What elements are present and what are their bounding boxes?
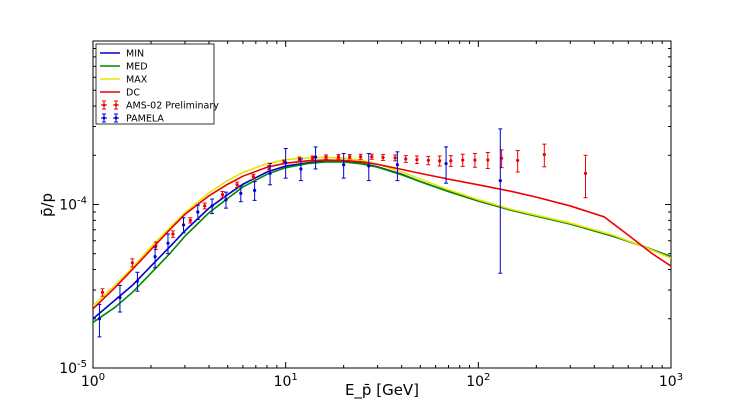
data-point-ams-02-preliminary	[437, 155, 442, 167]
data-point-pamela	[366, 153, 371, 182]
legend-frame	[95, 43, 215, 125]
x-tick-label: 102	[466, 372, 490, 390]
data-point-ams-02-preliminary	[188, 217, 193, 224]
data-point-pamela	[313, 146, 318, 170]
svg-text:MIN: MIN	[126, 49, 144, 60]
data-point-pamela	[252, 181, 257, 201]
data-point-pamela	[195, 204, 200, 220]
x-tick-label: 100	[81, 372, 105, 390]
data-point-ams-02-preliminary	[485, 151, 490, 170]
data-point-pamela	[135, 271, 140, 292]
y-tick-label: 10-5	[59, 359, 87, 377]
data-point-pamela	[223, 191, 228, 209]
legend-item-max: MAX	[100, 75, 148, 86]
data-point-pamela	[283, 148, 288, 179]
data-point-pamela	[181, 217, 186, 234]
svg-text:DC: DC	[126, 88, 140, 99]
x-axis-label: E_p̄ [GeV]	[345, 381, 419, 400]
x-tick-label: 101	[274, 372, 298, 390]
series-layer	[93, 156, 671, 324]
data-point-ams-02-preliminary	[220, 191, 225, 199]
data-point-ams-02-preliminary	[515, 149, 520, 173]
data-point-ams-02-preliminary	[324, 154, 329, 160]
data-point-ams-02-preliminary	[336, 154, 341, 160]
svg-text:PAMELA: PAMELA	[126, 114, 164, 125]
legend-item-ams-02-preliminary: AMS-02 Preliminary	[101, 100, 219, 112]
svg-text:AMS-02 Preliminary: AMS-02 Preliminary	[126, 101, 219, 112]
axis-ticks	[92, 41, 671, 369]
data-point-pamela	[117, 284, 122, 313]
legend: MIN MED MAX DC AMS-02 Preliminary PAMELA	[95, 43, 219, 125]
data-point-ams-02-preliminary	[403, 155, 408, 163]
data-point-ams-02-preliminary	[235, 181, 240, 189]
svg-text:MAX: MAX	[126, 75, 148, 86]
data-point-ams-02-preliminary	[448, 155, 453, 167]
data-point-pamela	[298, 158, 303, 182]
legend-item-dc: DC	[100, 88, 140, 99]
series-line-max	[93, 156, 671, 307]
data-point-pamela	[238, 185, 243, 203]
data-point-ams-02-preliminary	[393, 154, 398, 162]
data-point-ams-02-preliminary	[369, 153, 374, 160]
data-point-ams-02-preliminary	[347, 154, 352, 160]
data-point-pamela	[444, 146, 449, 184]
legend-item-med: MED	[100, 62, 148, 73]
data-point-ams-02-preliminary	[358, 153, 363, 160]
data-point-ams-02-preliminary	[380, 154, 385, 161]
data-point-pamela	[395, 151, 400, 182]
data-point-pamela	[165, 233, 170, 255]
errorbar-layer	[97, 128, 588, 338]
data-point-ams-02-preliminary	[202, 202, 207, 210]
data-point-pamela	[341, 153, 346, 179]
data-point-ams-02-preliminary	[542, 143, 547, 168]
x-tick-label: 103	[659, 372, 683, 390]
legend-item-pamela: PAMELA	[101, 113, 164, 125]
data-point-pamela	[97, 303, 102, 338]
axis-tick-labels: 100 101 102 103 10-5 10-4	[59, 196, 683, 391]
legend-item-min: MIN	[100, 49, 144, 60]
data-point-ams-02-preliminary	[472, 153, 477, 168]
svg-text:MED: MED	[126, 62, 148, 73]
data-point-pamela	[153, 246, 158, 269]
data-point-ams-02-preliminary	[460, 153, 465, 167]
data-point-ams-02-preliminary	[310, 155, 315, 161]
data-point-ams-02-preliminary	[583, 154, 588, 199]
y-tick-label: 10-4	[59, 196, 87, 214]
data-point-pamela	[210, 198, 215, 215]
y-axis-label: p̄/p	[38, 193, 56, 217]
data-point-pamela	[268, 163, 273, 186]
data-point-ams-02-preliminary	[170, 230, 175, 238]
data-point-ams-02-preliminary	[130, 258, 135, 268]
data-point-ams-02-preliminary	[251, 173, 256, 180]
data-point-ams-02-preliminary	[100, 288, 105, 297]
data-point-ams-02-preliminary	[426, 155, 431, 166]
data-point-ams-02-preliminary	[414, 155, 419, 165]
data-point-pamela	[498, 128, 503, 274]
